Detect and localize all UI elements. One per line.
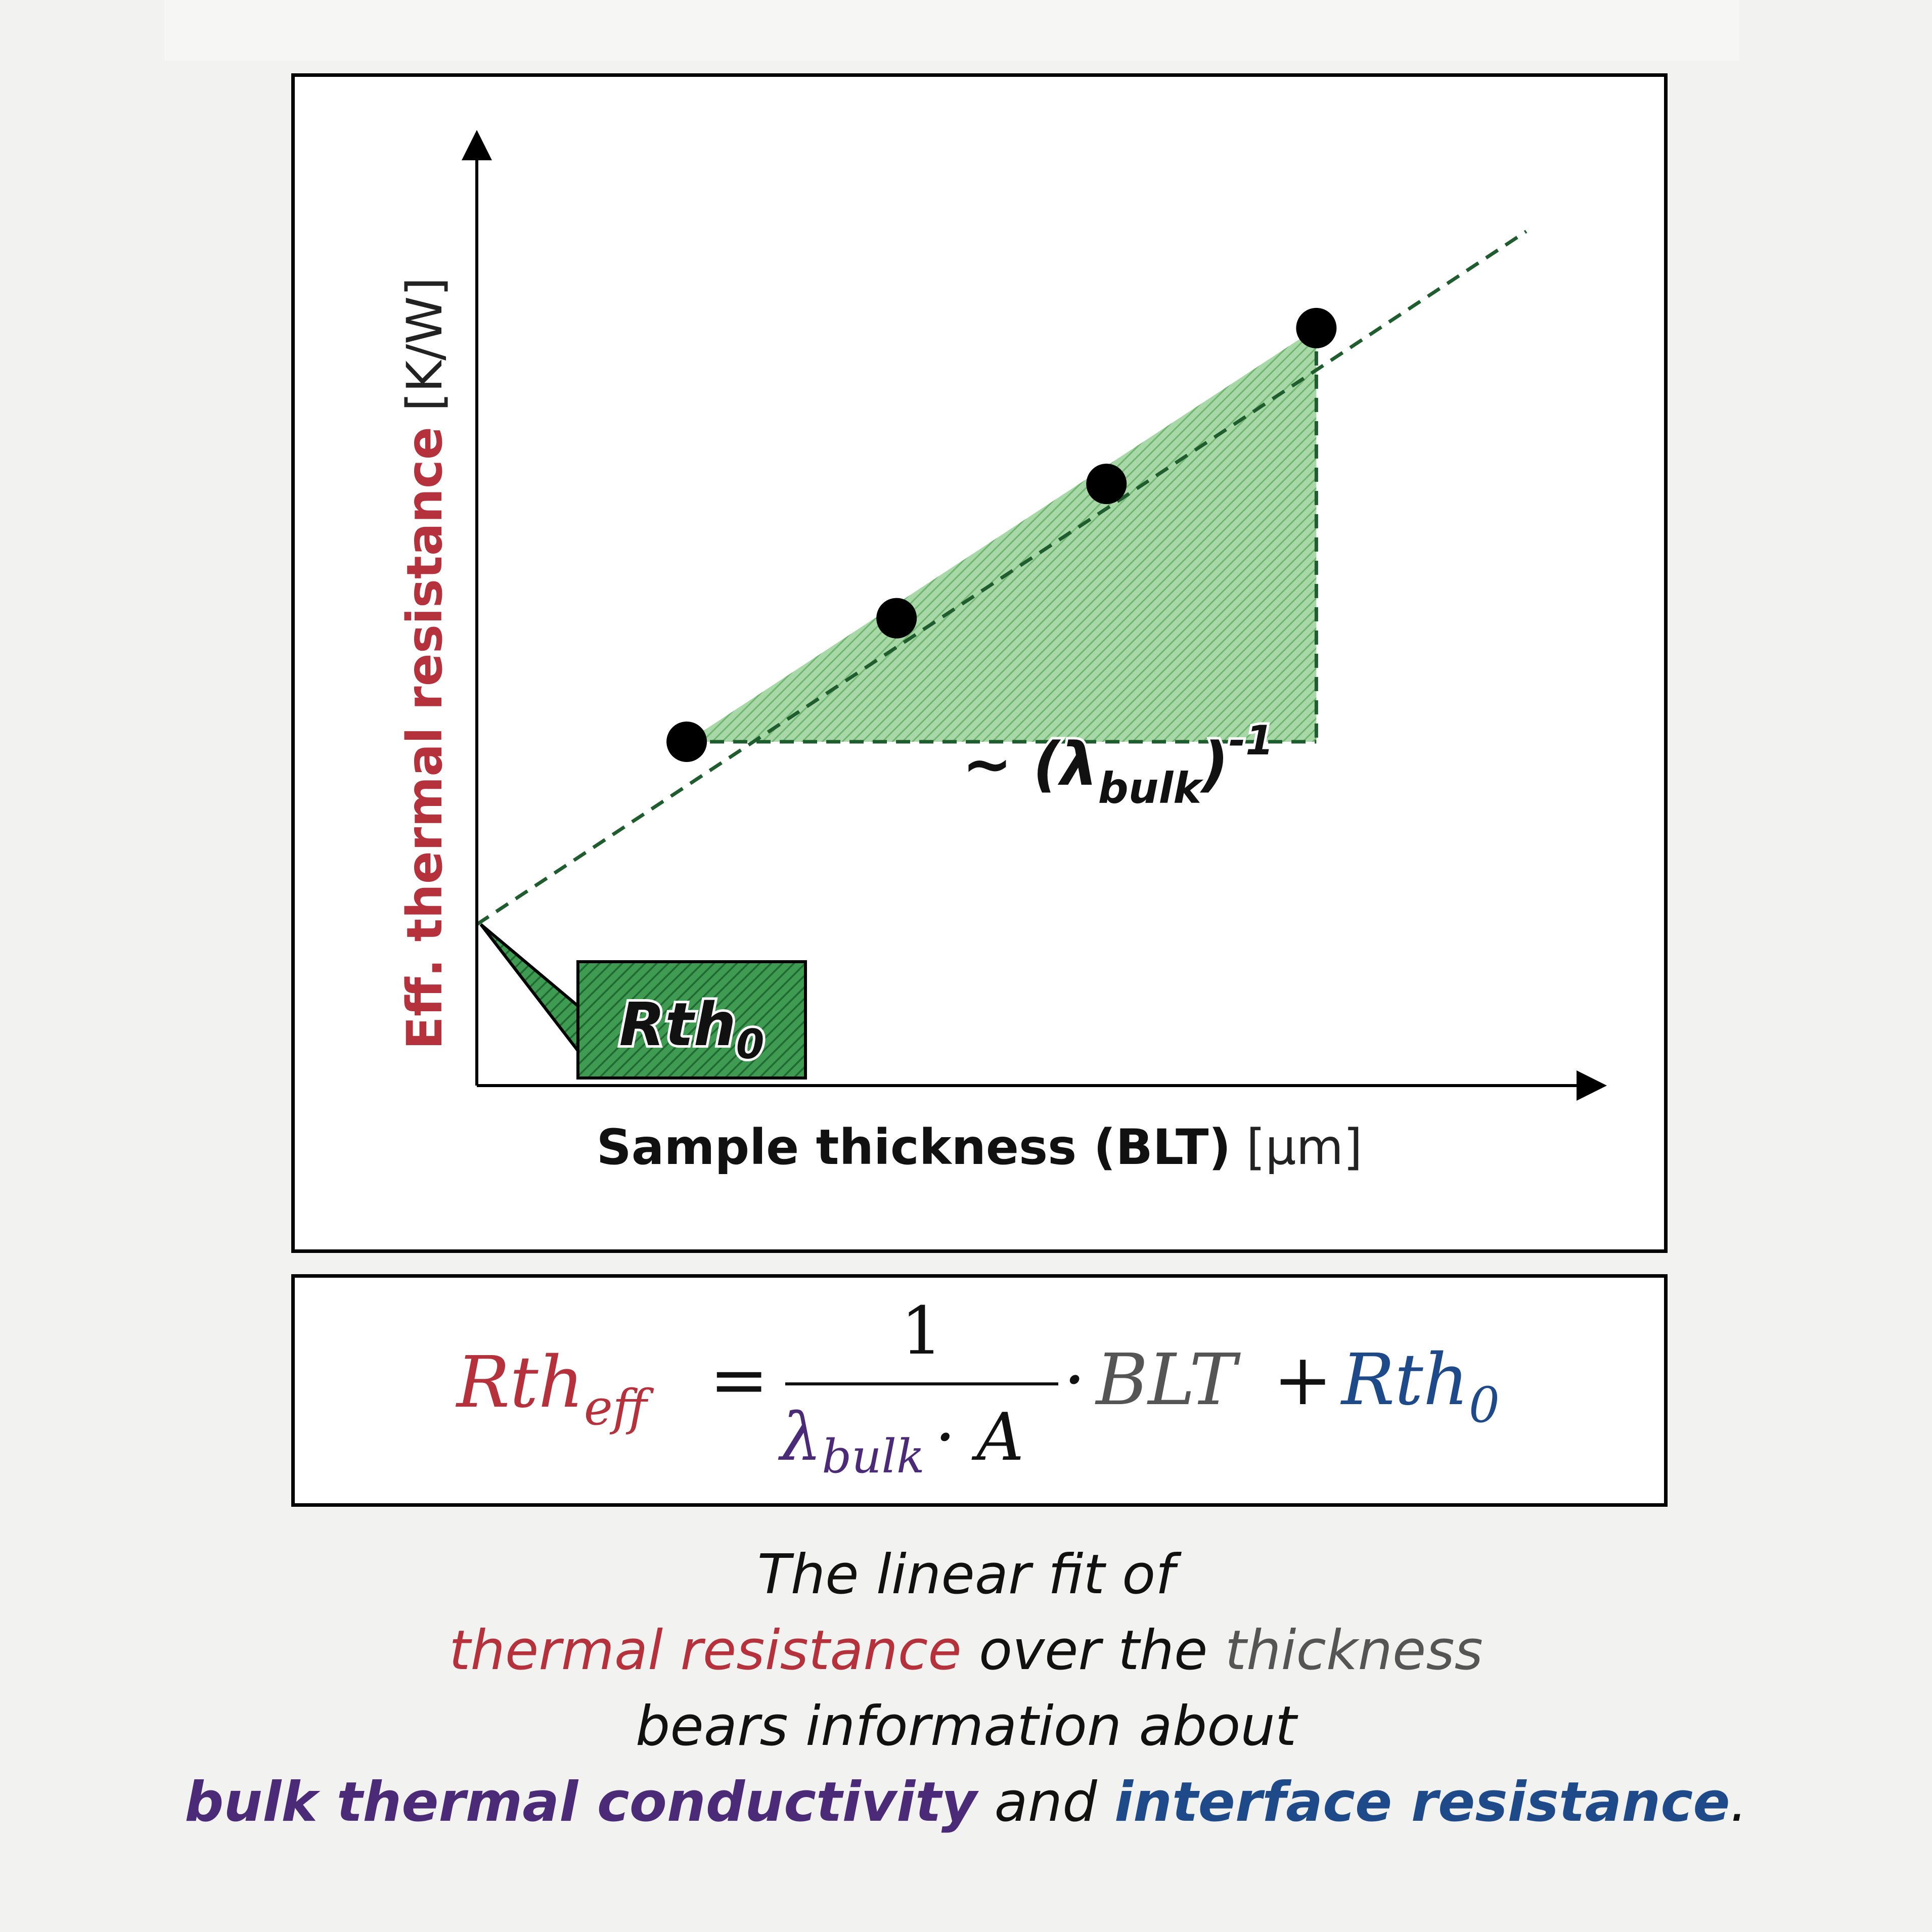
caption-thickness: thickness <box>1225 1619 1483 1682</box>
caption-and: and <box>977 1771 1115 1834</box>
caption-bulk-conductivity: bulk thermal conductivity <box>185 1771 977 1834</box>
data-point <box>1296 307 1337 348</box>
caption-thermal-resistance: thermal resistance <box>449 1619 962 1682</box>
caption-line-1: The linear fit of <box>0 1537 1932 1613</box>
caption-line-4: bulk thermal conductivity and interface … <box>0 1765 1932 1840</box>
formula-lhs: Rtheff <box>455 1341 654 1436</box>
formula-equals: = <box>709 1339 769 1421</box>
caption-interface-resistance: interface resistance <box>1114 1771 1730 1834</box>
formula-denominator: λbulk · A <box>778 1399 1024 1484</box>
caption-over-the: over the <box>961 1619 1225 1682</box>
intercept-callout-box <box>576 960 807 1080</box>
caption-line-2: thermal resistance over the thickness <box>0 1613 1932 1689</box>
slope-triangle <box>687 328 1317 742</box>
formula-plus: + <box>1273 1339 1332 1421</box>
slope-label: ~ (λbulk)-1 <box>962 717 1274 813</box>
data-point <box>876 598 917 639</box>
intercept-callout-pointer <box>479 923 581 1057</box>
caption-line-3-text: bears information about <box>635 1695 1297 1758</box>
data-point <box>1086 464 1127 504</box>
data-points <box>666 307 1337 762</box>
formula-blt-term: · BLT <box>1063 1339 1241 1421</box>
intercept-label: Rth0 <box>619 990 765 1068</box>
caption-line-1-text: The linear fit of <box>757 1543 1175 1606</box>
chart-panel: Rth0 ~ (λbulk)-1 Eff. thermal resistance… <box>291 73 1668 1253</box>
formula-rth0: Rth0 <box>1340 1339 1500 1433</box>
fit-line <box>476 230 1527 926</box>
formula-panel: Rtheff = 1 λbulk · A · BLT + Rth0 <box>291 1274 1668 1507</box>
formula-svg: Rtheff = 1 λbulk · A · BLT + Rth0 <box>455 1292 1500 1484</box>
caption-period: . <box>1730 1771 1747 1834</box>
top-strip <box>164 0 1739 61</box>
formula-numerator: 1 <box>901 1292 943 1369</box>
data-point <box>666 722 707 762</box>
y-axis-label: Eff. thermal resistance [K/W] <box>396 277 453 1049</box>
chart-svg: Rth0 ~ (λbulk)-1 Eff. thermal resistance… <box>396 130 1607 1176</box>
x-axis-label: Sample thickness (BLT) [µm] <box>597 1119 1363 1176</box>
caption-line-3: bears information about <box>0 1689 1932 1765</box>
